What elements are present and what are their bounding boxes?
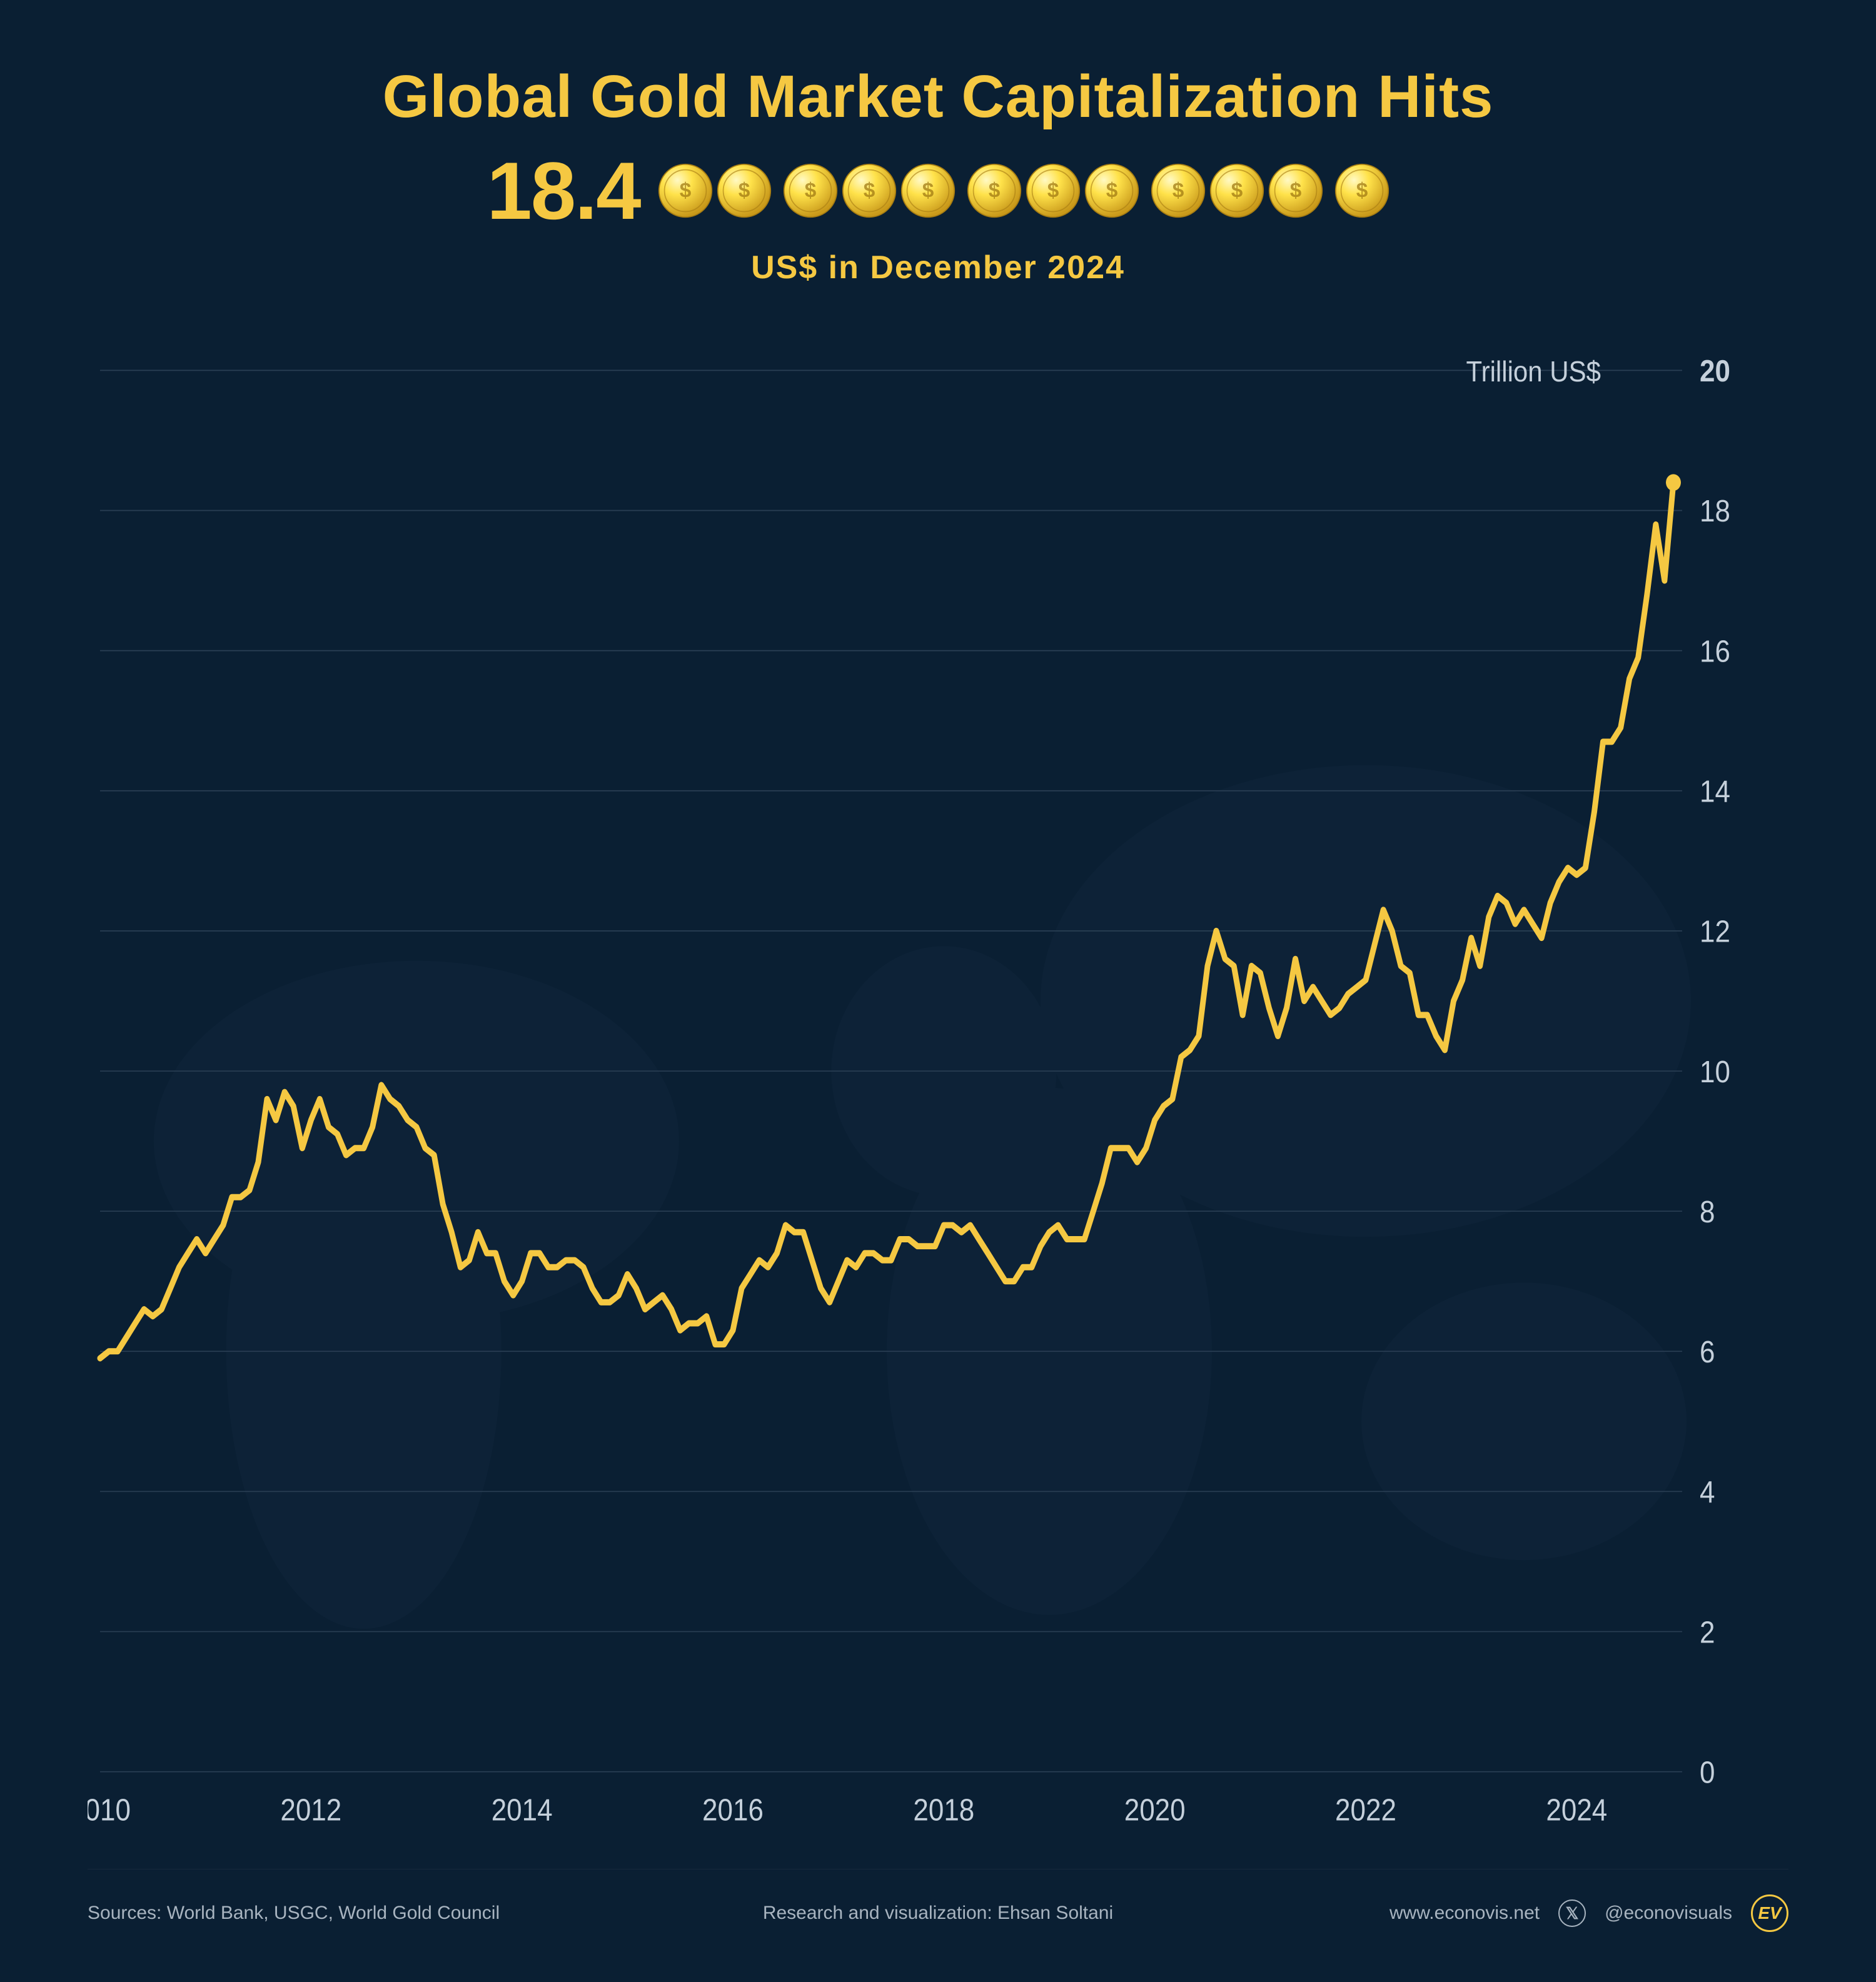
svg-text:$: $	[738, 179, 750, 203]
svg-text:$: $	[1106, 179, 1117, 203]
coin-icon: $	[1209, 163, 1264, 218]
footer-site: www.econovis.net	[1389, 1903, 1540, 1924]
world-map-bg	[154, 765, 1691, 1629]
coin-icon: $	[717, 163, 772, 218]
coin-group: $	[1334, 163, 1389, 218]
svg-text:$: $	[1356, 179, 1368, 203]
chart-header: Global Gold Market Capitalization Hits 1…	[88, 63, 1788, 286]
y-tick-label: 0	[1700, 1755, 1715, 1789]
x-tick-label: 2016	[702, 1793, 764, 1827]
y-tick-label: 16	[1700, 634, 1730, 668]
chart-footer: Sources: World Bank, USGC, World Gold Co…	[88, 1869, 1788, 1932]
y-axis-title: Trillion US$	[1466, 356, 1601, 388]
svg-text:$: $	[1172, 179, 1184, 203]
y-tick-label: 4	[1700, 1475, 1715, 1509]
coin-icon: $	[1268, 163, 1323, 218]
coin-group: $ $ $	[1151, 163, 1323, 218]
y-tick-label: 18	[1700, 494, 1730, 528]
svg-text:$: $	[1289, 179, 1301, 203]
svg-text:$: $	[804, 179, 816, 203]
ev-logo-icon: EV	[1751, 1894, 1788, 1932]
footer-credit: Research and visualization: Ehsan Soltan…	[763, 1903, 1113, 1924]
coin-group: $ $ $	[783, 163, 956, 218]
chart-title: Global Gold Market Capitalization Hits	[88, 63, 1788, 131]
coin-icon: $	[1084, 163, 1139, 218]
y-tick-label: 14	[1700, 774, 1730, 808]
chart-area: 0 2 4 6 8 10 12 14 16 18 20 Trillion US$ 2010 2012 201…	[88, 343, 1788, 1869]
svg-text:$: $	[1047, 179, 1059, 203]
headline-number: 18.4	[487, 144, 640, 238]
coin-group: $ $	[658, 163, 772, 218]
svg-text:$: $	[1231, 179, 1243, 203]
svg-text:$: $	[922, 179, 934, 203]
svg-text:$: $	[988, 179, 1000, 203]
coin-icon: $	[900, 163, 956, 218]
y-tick-label: 12	[1700, 915, 1730, 949]
coin-icon: $	[1334, 163, 1389, 218]
x-tick-label: 2020	[1124, 1793, 1186, 1827]
line-chart-svg: 0 2 4 6 8 10 12 14 16 18 20 Trillion US$ 2010 2012 201…	[88, 343, 1788, 1869]
headline-row: 18.4 $ $	[88, 144, 1788, 238]
y-tick-label: 20	[1700, 354, 1730, 388]
x-tick-label: 2018	[913, 1793, 974, 1827]
coin-icon: $	[783, 163, 838, 218]
coin-icon: $	[1151, 163, 1206, 218]
chart-subtitle: US$ in December 2024	[88, 249, 1788, 286]
x-tick-label: 2014	[492, 1793, 553, 1827]
y-tick-label: 6	[1700, 1335, 1715, 1369]
coin-row: $ $ $	[658, 163, 1389, 218]
x-tick-label: 2012	[280, 1793, 341, 1827]
y-tick-label: 8	[1700, 1195, 1715, 1229]
x-tick-label: 2024	[1546, 1793, 1607, 1827]
y-tick-label: 2	[1700, 1615, 1715, 1649]
coin-icon: $	[658, 163, 713, 218]
y-tick-label: 10	[1700, 1055, 1730, 1089]
line-end-marker	[1666, 474, 1681, 491]
footer-sources: Sources: World Bank, USGC, World Gold Co…	[88, 1903, 500, 1924]
footer-handle: @econovisuals	[1605, 1903, 1732, 1924]
x-icon: 𝕏	[1558, 1899, 1586, 1927]
coin-icon: $	[1026, 163, 1081, 218]
coin-icon: $	[967, 163, 1022, 218]
x-tick-label: 2010	[88, 1793, 131, 1827]
svg-text:$: $	[863, 179, 875, 203]
x-tick-label: 2022	[1335, 1793, 1396, 1827]
coin-icon: $	[842, 163, 897, 218]
svg-text:$: $	[679, 179, 691, 203]
footer-right: www.econovis.net 𝕏 @econovisuals EV	[1389, 1894, 1788, 1932]
coin-group: $ $ $	[967, 163, 1139, 218]
